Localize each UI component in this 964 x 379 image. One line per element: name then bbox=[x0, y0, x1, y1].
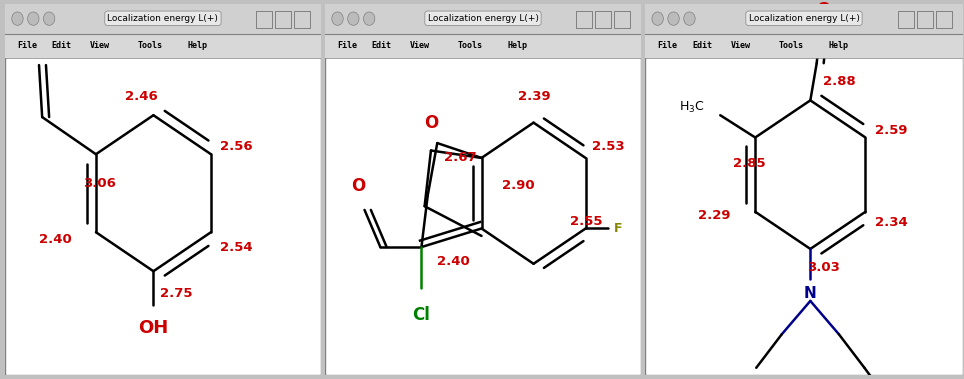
Bar bbox=[256, 11, 272, 28]
Text: Cl: Cl bbox=[413, 307, 430, 324]
Text: 2.85: 2.85 bbox=[733, 157, 765, 170]
Text: Tools: Tools bbox=[458, 41, 483, 50]
Text: 2.40: 2.40 bbox=[39, 233, 71, 246]
Text: 2.56: 2.56 bbox=[221, 140, 253, 153]
Circle shape bbox=[668, 12, 680, 25]
Text: 3.06: 3.06 bbox=[83, 177, 116, 190]
Text: 2.55: 2.55 bbox=[570, 215, 602, 227]
Bar bbox=[917, 11, 933, 28]
Bar bbox=[275, 11, 291, 28]
Bar bbox=[614, 11, 630, 28]
Bar bbox=[294, 11, 310, 28]
Text: Localization energy L(+): Localization energy L(+) bbox=[107, 14, 219, 23]
Circle shape bbox=[12, 12, 23, 25]
Circle shape bbox=[43, 12, 55, 25]
Bar bbox=[645, 33, 963, 58]
Text: Localization energy L(+): Localization energy L(+) bbox=[427, 14, 539, 23]
Text: O: O bbox=[38, 34, 53, 52]
Circle shape bbox=[28, 12, 39, 25]
Text: Edit: Edit bbox=[692, 41, 712, 50]
Text: F: F bbox=[614, 222, 623, 235]
Bar bbox=[325, 33, 641, 58]
Circle shape bbox=[363, 12, 375, 25]
Text: 2.90: 2.90 bbox=[502, 179, 535, 192]
Bar bbox=[595, 11, 611, 28]
Circle shape bbox=[683, 12, 695, 25]
Text: N: N bbox=[804, 286, 817, 301]
Text: View: View bbox=[90, 41, 110, 50]
Text: File: File bbox=[337, 41, 357, 50]
Text: Edit: Edit bbox=[52, 41, 71, 50]
Text: 2.75: 2.75 bbox=[160, 287, 192, 300]
Text: Localization energy L(+): Localization energy L(+) bbox=[748, 14, 860, 23]
Text: 2.40: 2.40 bbox=[438, 255, 470, 268]
Bar bbox=[645, 4, 963, 33]
Text: Help: Help bbox=[508, 41, 527, 50]
Bar bbox=[897, 11, 914, 28]
Text: View: View bbox=[731, 41, 750, 50]
Circle shape bbox=[332, 12, 343, 25]
Text: O: O bbox=[351, 177, 365, 195]
Circle shape bbox=[652, 12, 663, 25]
Text: 2.59: 2.59 bbox=[875, 124, 907, 136]
Text: 2.54: 2.54 bbox=[221, 241, 253, 254]
Text: Edit: Edit bbox=[372, 41, 391, 50]
Text: 2.39: 2.39 bbox=[518, 90, 550, 103]
Text: 3.03: 3.03 bbox=[807, 261, 840, 274]
Bar bbox=[576, 11, 592, 28]
Text: 2.53: 2.53 bbox=[592, 140, 625, 153]
Text: Tools: Tools bbox=[779, 41, 804, 50]
Text: 2.34: 2.34 bbox=[875, 216, 908, 229]
Text: View: View bbox=[410, 41, 430, 50]
Text: 2.29: 2.29 bbox=[698, 209, 731, 222]
Text: OH: OH bbox=[138, 319, 169, 337]
Text: 2.46: 2.46 bbox=[125, 90, 158, 103]
Bar bbox=[5, 33, 321, 58]
Text: File: File bbox=[17, 41, 37, 50]
Text: O: O bbox=[816, 1, 830, 19]
Bar bbox=[5, 4, 321, 33]
Text: Help: Help bbox=[829, 41, 849, 50]
Text: H$_3$C: H$_3$C bbox=[679, 100, 705, 115]
Text: Tools: Tools bbox=[138, 41, 163, 50]
Text: File: File bbox=[657, 41, 677, 50]
Text: 2.67: 2.67 bbox=[443, 152, 476, 164]
Text: 2.88: 2.88 bbox=[823, 75, 856, 88]
Bar bbox=[936, 11, 951, 28]
Circle shape bbox=[348, 12, 359, 25]
Bar bbox=[325, 4, 641, 33]
Text: O: O bbox=[424, 114, 438, 132]
Text: Help: Help bbox=[188, 41, 207, 50]
